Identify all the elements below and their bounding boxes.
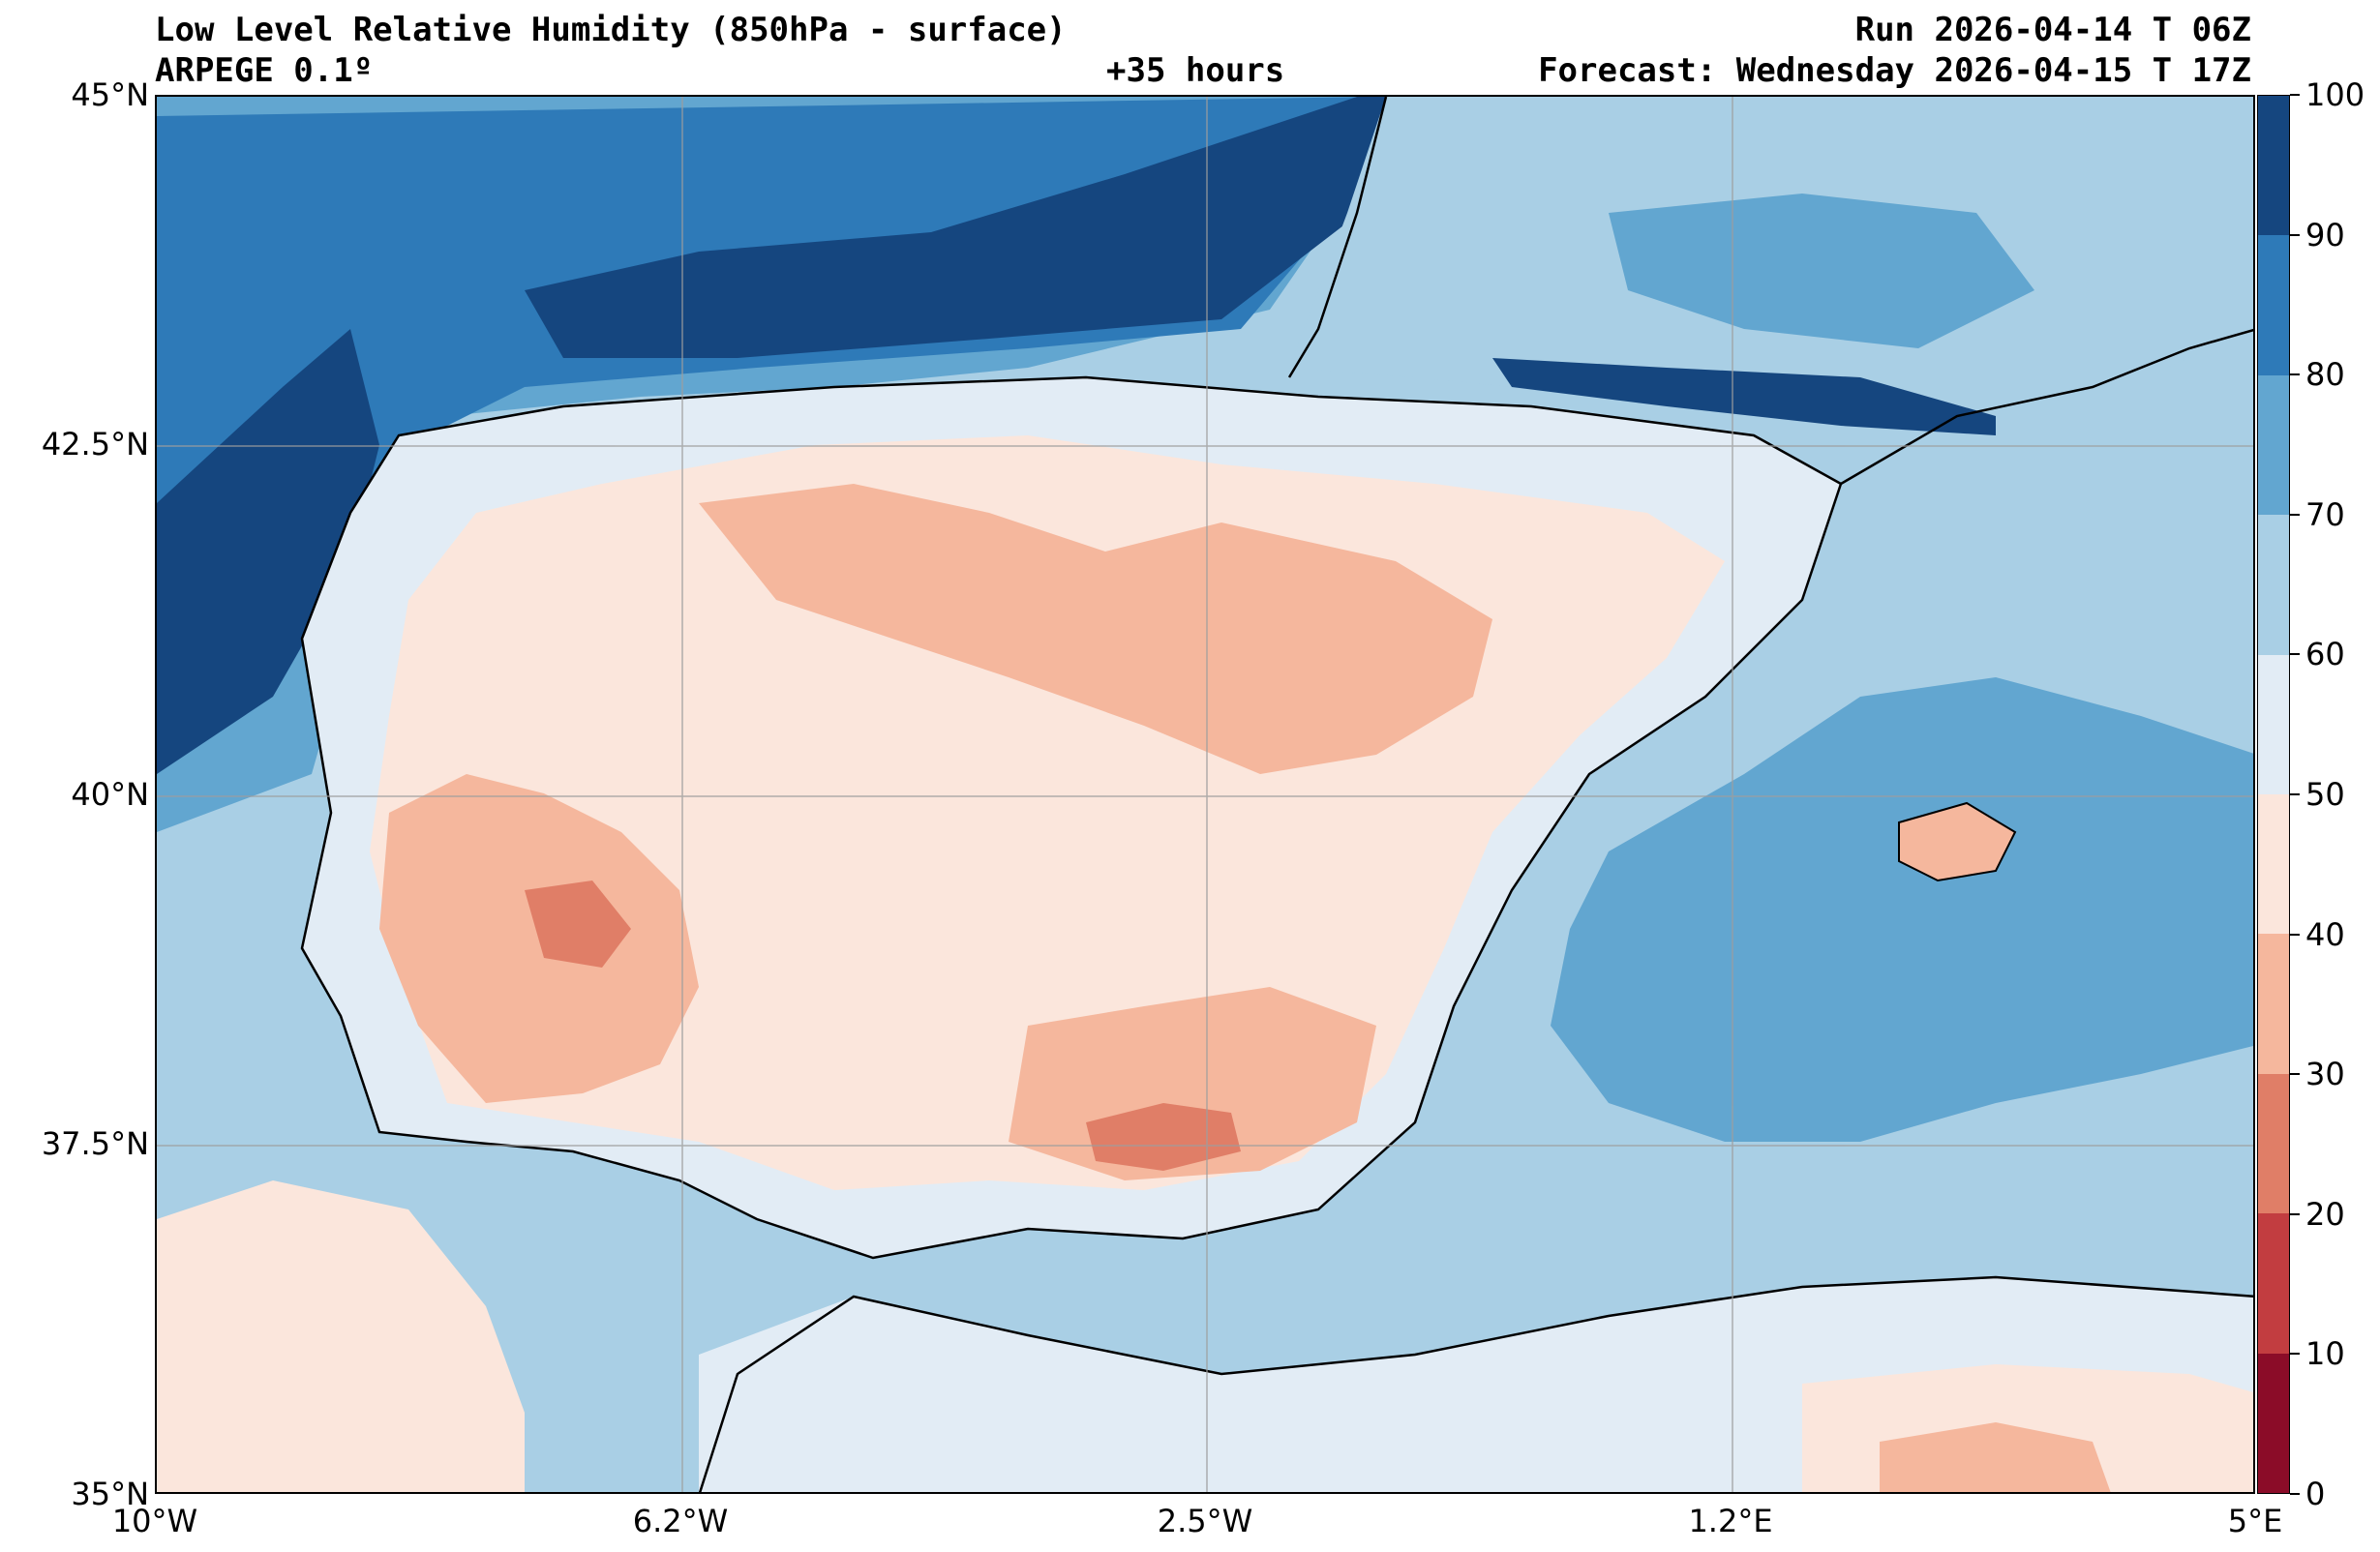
colorbar-segment <box>2258 934 2289 1074</box>
colorbar-segment <box>2258 1353 2289 1494</box>
colorbar-segment <box>2258 794 2289 935</box>
colorbar-segment <box>2258 1213 2289 1354</box>
mallorca-island <box>1898 801 2017 882</box>
southwest-driest-patch <box>525 880 631 968</box>
run-label: Run 2026-04-14 T 06Z <box>1854 11 2251 49</box>
humidity-colorbar <box>2257 95 2290 1494</box>
north-africa-very-dry-patch <box>1880 1422 2111 1492</box>
france-moist-patches <box>1609 194 2034 348</box>
colorbar-tick <box>2290 1493 2300 1495</box>
forecast-label: Forecast: Wednesday 2026-04-15 T 17Z <box>1538 51 2251 90</box>
humidity-field <box>157 97 2253 1492</box>
colorbar-label: 70 <box>2305 495 2345 533</box>
colorbar-label: 0 <box>2305 1476 2326 1512</box>
colorbar-segment <box>2258 96 2289 236</box>
colorbar-label: 60 <box>2305 636 2345 673</box>
africa-coastline <box>698 1275 2253 1492</box>
colorbar-label: 90 <box>2305 216 2345 254</box>
lead-time-label: +35 hours <box>1106 51 1285 90</box>
central-very-dry-patch <box>699 484 1492 774</box>
colorbar-tick <box>2290 1353 2300 1356</box>
colorbar-tick <box>2290 1212 2300 1215</box>
lon-tick-5e: 5°E <box>2227 1503 2283 1539</box>
graticule <box>157 97 2253 1492</box>
colorbar-segment <box>2258 654 2289 795</box>
atlantic-saturated-band <box>157 329 379 774</box>
colorbar-segment <box>2258 515 2289 655</box>
colorbar-segment <box>2258 235 2289 375</box>
humidity-map <box>155 95 2255 1494</box>
colorbar-label: 50 <box>2305 776 2345 813</box>
colorbar-label: 80 <box>2305 356 2345 394</box>
colorbar-tick <box>2290 513 2300 516</box>
lat-tick-45: 45°N <box>71 76 149 113</box>
colorbar-segment <box>2258 374 2289 516</box>
lon-tick-6-2w: 6.2°W <box>632 1503 729 1539</box>
lat-tick-37-5: 37.5°N <box>41 1125 149 1162</box>
colorbar-label: 100 <box>2305 76 2365 113</box>
colorbar-tick <box>2290 94 2300 96</box>
colorbar-tick <box>2290 653 2300 656</box>
colorbar-tick <box>2290 373 2300 376</box>
southeast-driest-patch <box>1086 1103 1241 1171</box>
lat-tick-35: 35°N <box>71 1476 149 1512</box>
colorbar-tick <box>2290 233 2300 236</box>
map-title: Low Level Relative Humidity (850hPa - su… <box>155 11 1067 49</box>
model-label: ARPEGE 0.1º <box>155 51 374 90</box>
mediterranean-moist-region <box>1551 677 2253 1142</box>
colorbar-label: 10 <box>2305 1335 2345 1373</box>
colorbar-segment <box>2258 1073 2289 1214</box>
lon-tick-10w: 10°W <box>111 1503 198 1539</box>
lat-tick-40: 40°N <box>71 776 149 813</box>
colorbar-label: 40 <box>2305 915 2345 953</box>
colorbar-label: 30 <box>2305 1056 2345 1093</box>
colorbar-tick <box>2290 793 2300 795</box>
lon-tick-2-5w: 2.5°W <box>1157 1503 1253 1539</box>
iberia-coastline <box>300 375 1843 1260</box>
colorbar-tick <box>2290 933 2300 936</box>
france-coastline <box>1287 97 2253 486</box>
lat-tick-42-5: 42.5°N <box>41 426 149 463</box>
biscay-saturated-band <box>525 97 1386 358</box>
lon-tick-1-2e: 1.2°E <box>1688 1503 1773 1539</box>
pyrenees-saturated-band <box>1492 358 1996 435</box>
atlantic-southwest-dry-region <box>157 1180 525 1492</box>
colorbar-tick <box>2290 1073 2300 1076</box>
colorbar-label: 20 <box>2305 1195 2345 1233</box>
